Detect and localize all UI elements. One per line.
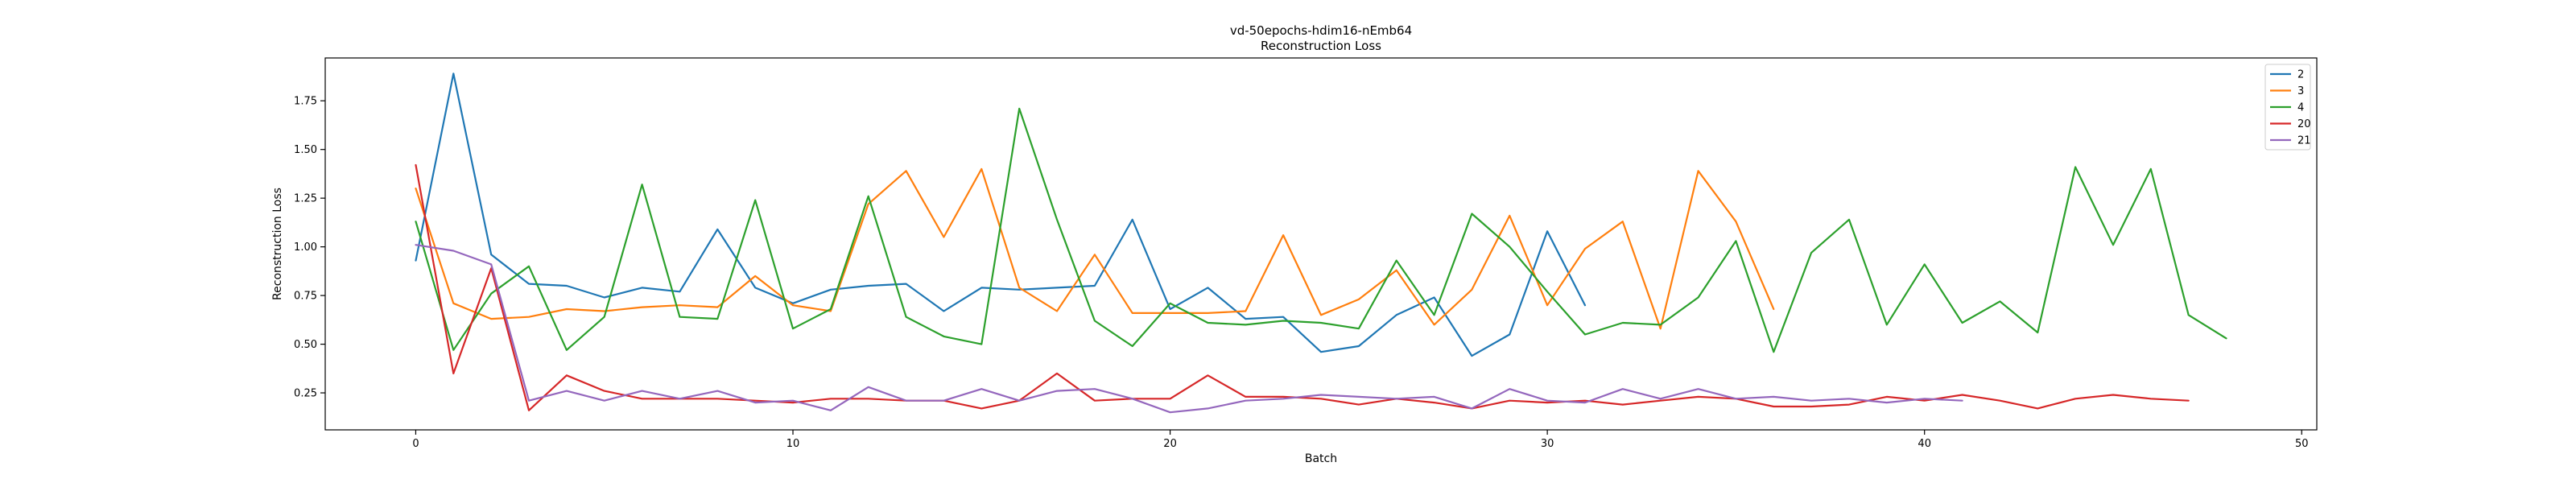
x-tick-label: 50 (2295, 438, 2309, 450)
y-tick-label: 0.75 (294, 291, 317, 303)
legend-label-3: 3 (2297, 85, 2304, 97)
x-tick-label: 20 (1163, 438, 1177, 450)
y-tick-label: 0.25 (294, 388, 317, 400)
ticks-layer: 0 10 20 30 40 50 0.25 0.50 0.75 1.00 1.25 1.50 1.75 (294, 96, 2308, 450)
series-line-3 (415, 167, 1775, 330)
legend-label-4: 4 (2297, 102, 2304, 114)
y-tick-label: 1.50 (294, 144, 317, 156)
series-line-21 (415, 244, 1963, 414)
series-line-20 (415, 163, 2190, 411)
legend: 2 3 4 20 21 (2264, 64, 2311, 151)
legend-label-2: 2 (2297, 69, 2304, 81)
legend-label-21: 21 (2297, 135, 2311, 147)
chart-subtitle: Reconstruction Loss (1261, 39, 1381, 53)
x-tick-label: 0 (412, 438, 419, 450)
legend-label-20: 20 (2297, 118, 2311, 130)
x-axis-label: Batch (1305, 452, 1337, 465)
y-tick-label: 1.25 (294, 193, 317, 205)
y-tick-label: 0.50 (294, 339, 317, 351)
legend-items: 2 3 4 20 21 (2270, 69, 2311, 147)
series-layer (415, 72, 2227, 414)
x-tick-label: 10 (786, 438, 800, 450)
x-tick-label: 40 (1918, 438, 1931, 450)
plot-frame (324, 57, 2318, 431)
y-tick-label: 1.00 (294, 242, 317, 254)
y-axis-label: Reconstruction Loss (271, 188, 284, 300)
series-line-4 (415, 107, 2227, 353)
y-tick-label: 1.75 (294, 96, 317, 108)
chart-title: vd-50epochs-hdim16-nEmb64 (1230, 23, 1412, 38)
x-tick-label: 30 (1541, 438, 1554, 450)
